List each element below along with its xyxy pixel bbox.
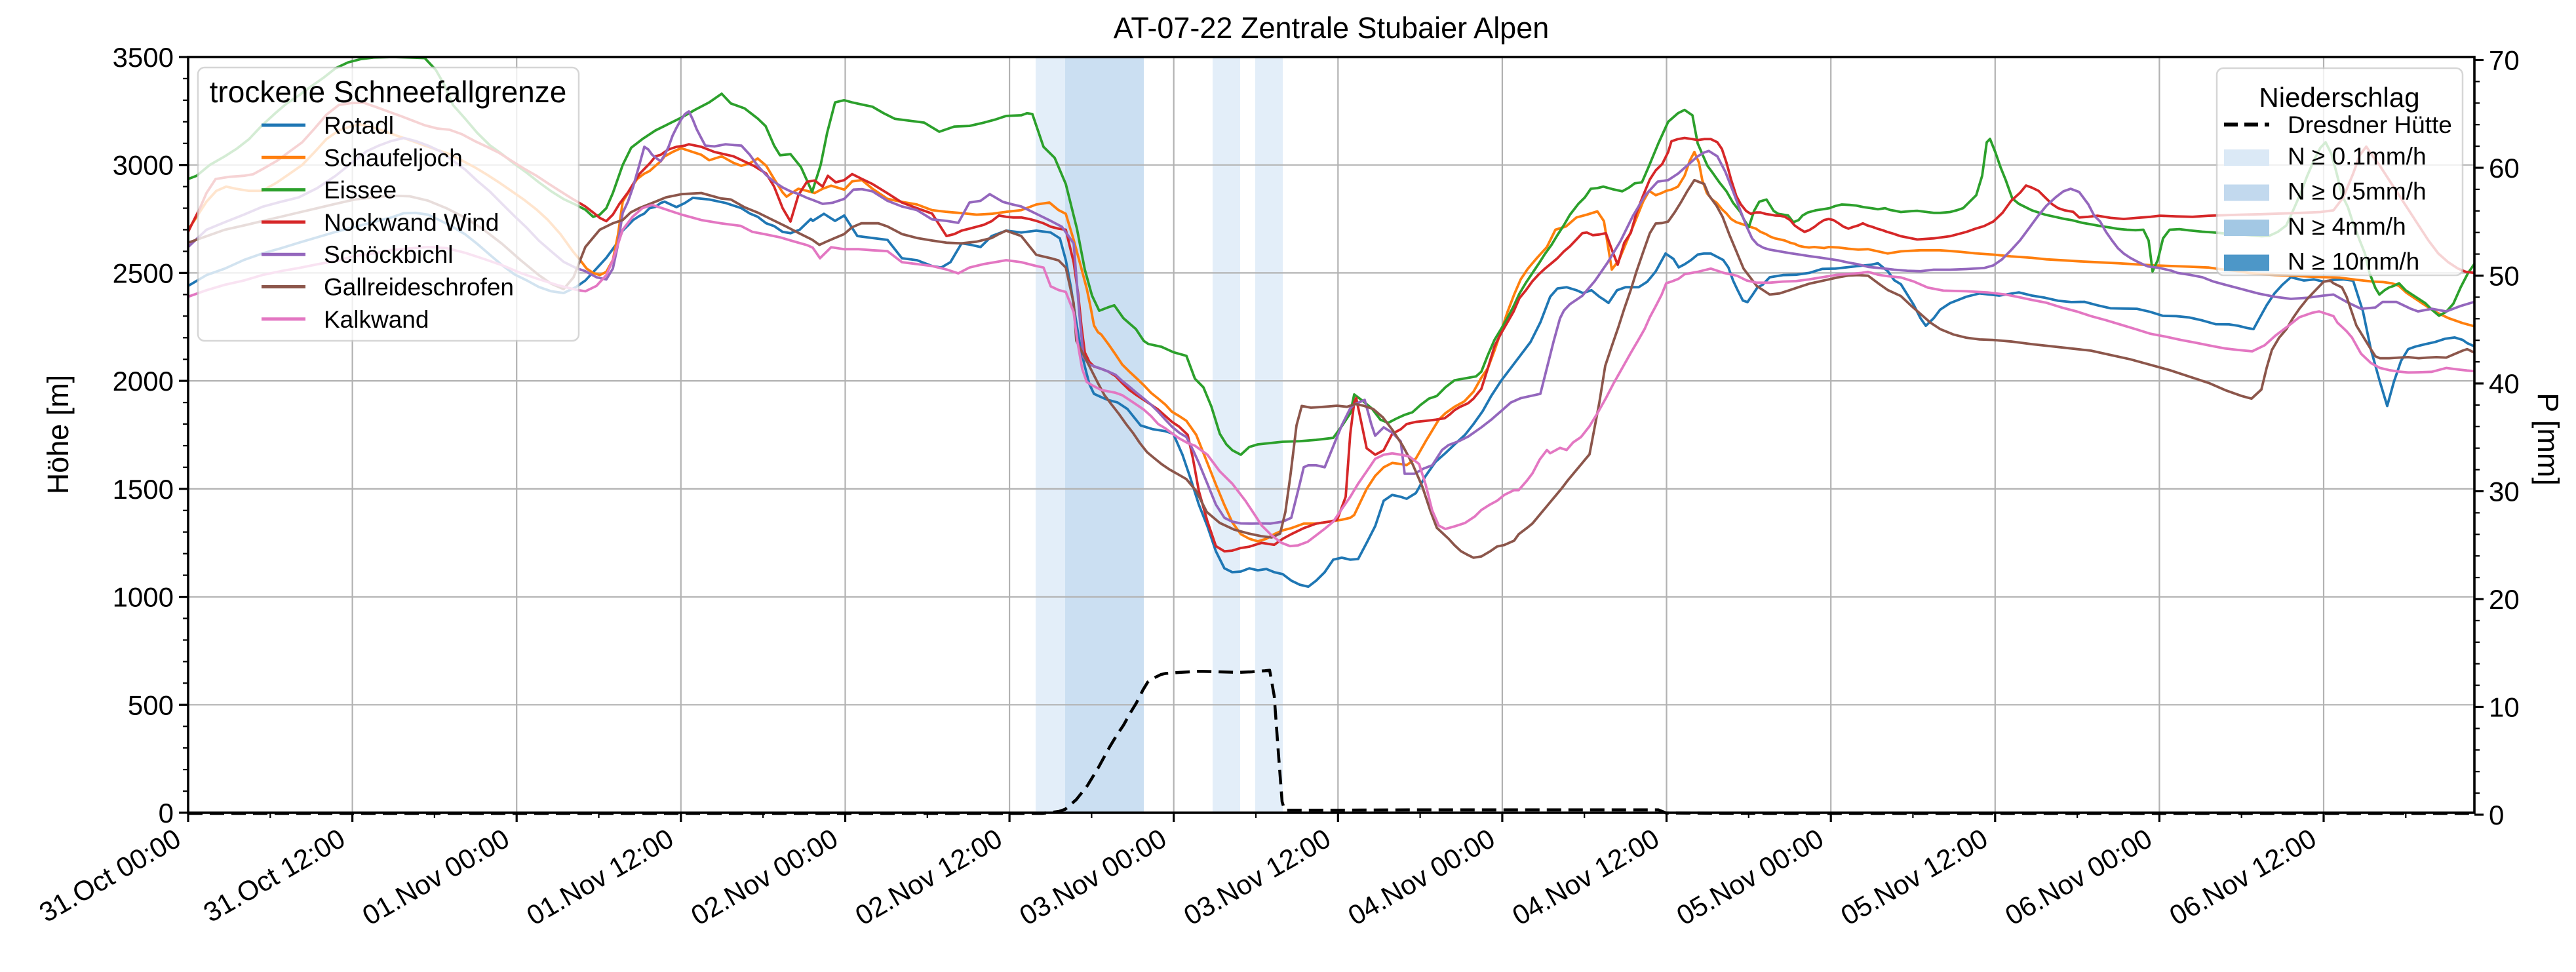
svg-text:N ≥ 0.5mm/h: N ≥ 0.5mm/h [2288,178,2427,205]
svg-text:20: 20 [2489,584,2520,615]
svg-text:N ≥ 4mm/h: N ≥ 4mm/h [2288,213,2406,240]
svg-text:P [mm]: P [mm] [2531,393,2565,486]
svg-text:1500: 1500 [113,474,174,505]
svg-text:Rotadl: Rotadl [324,112,394,139]
svg-text:0: 0 [2489,800,2504,830]
svg-text:Schöckbichl: Schöckbichl [324,241,453,268]
svg-text:10: 10 [2489,692,2520,723]
svg-text:N ≥ 0.1mm/h: N ≥ 0.1mm/h [2288,143,2427,170]
svg-text:N ≥ 10mm/h: N ≥ 10mm/h [2288,248,2419,275]
svg-text:Höhe [m]: Höhe [m] [41,375,75,495]
svg-text:Eissee: Eissee [324,177,397,204]
svg-text:60: 60 [2489,153,2520,184]
svg-text:3500: 3500 [113,42,174,73]
svg-text:40: 40 [2489,368,2520,399]
svg-text:Nockwand Wind: Nockwand Wind [324,209,499,236]
svg-text:2000: 2000 [113,366,174,397]
svg-text:0: 0 [159,798,174,828]
svg-text:3000: 3000 [113,150,174,181]
svg-text:2500: 2500 [113,258,174,288]
svg-text:Kalkwand: Kalkwand [324,306,429,333]
svg-text:70: 70 [2489,45,2520,76]
svg-text:Niederschlag: Niederschlag [2259,82,2419,113]
svg-text:50: 50 [2489,261,2520,292]
svg-text:AT-07-22 Zentrale Stubaier Alp: AT-07-22 Zentrale Stubaier Alpen [1114,11,1550,45]
svg-text:Gallreideschrofen: Gallreideschrofen [324,274,514,301]
svg-text:1000: 1000 [113,582,174,613]
svg-text:Schaufeljoch: Schaufeljoch [324,144,463,171]
svg-text:30: 30 [2489,476,2520,507]
svg-text:trockene Schneefallgrenze: trockene Schneefallgrenze [210,75,567,109]
svg-text:Dresdner Hütte: Dresdner Hütte [2288,111,2452,138]
svg-text:500: 500 [128,690,174,720]
